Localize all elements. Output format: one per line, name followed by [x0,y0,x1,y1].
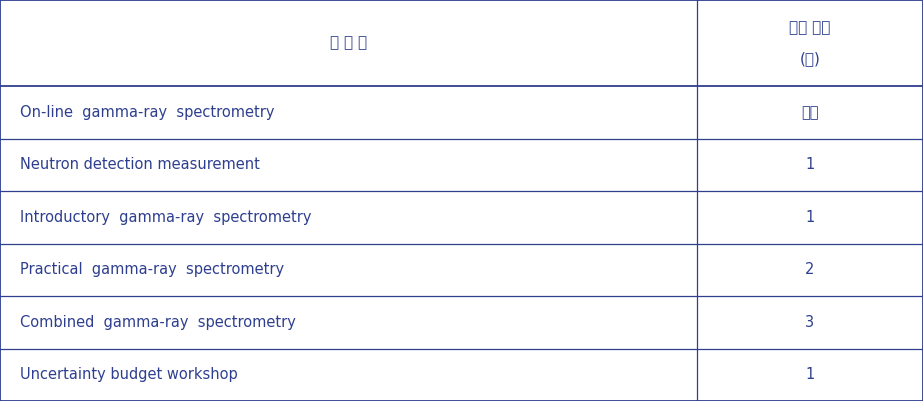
Text: 1: 1 [805,367,815,382]
Text: 수시: 수시 [801,105,819,120]
Text: 교육 기간: 교육 기간 [789,20,831,35]
Text: 2: 2 [805,262,815,277]
Text: 3: 3 [806,315,814,330]
Text: Combined  gamma-ray  spectrometry: Combined gamma-ray spectrometry [20,315,296,330]
Text: Uncertainty budget workshop: Uncertainty budget workshop [20,367,238,382]
Text: (일): (일) [799,51,821,66]
Text: Practical  gamma-ray  spectrometry: Practical gamma-ray spectrometry [20,262,284,277]
Text: Neutron detection measurement: Neutron detection measurement [20,158,260,172]
Text: Introductory  gamma-ray  spectrometry: Introductory gamma-ray spectrometry [20,210,312,225]
Text: 1: 1 [805,158,815,172]
Text: 과 정 명: 과 정 명 [330,36,367,51]
Text: 1: 1 [805,210,815,225]
Text: On-line  gamma-ray  spectrometry: On-line gamma-ray spectrometry [20,105,275,120]
